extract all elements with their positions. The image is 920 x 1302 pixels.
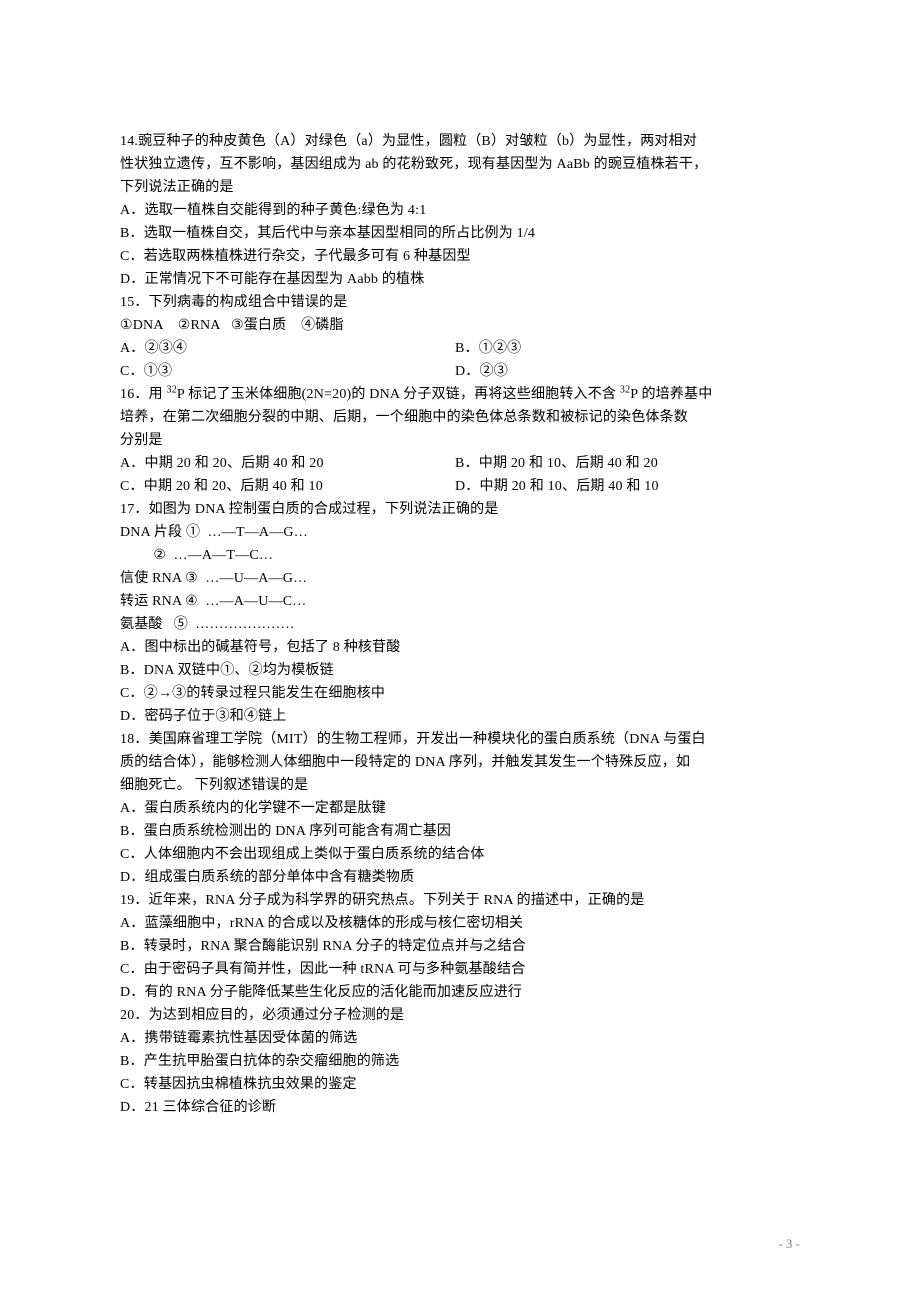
page-number: - 3 - (778, 1236, 800, 1252)
q14-option-d: D．正常情况下不可能存在基因型为 Aabb 的植株 (120, 268, 800, 291)
q16-row-ab: A．中期 20 和 20、后期 40 和 20 B．中期 20 和 10、后期 … (120, 452, 800, 475)
q19-option-b: B．转录时，RNA 聚合酶能识别 RNA 分子的特定位点并与之结合 (120, 935, 800, 958)
q14-stem-3: 下列说法正确的是 (120, 176, 800, 199)
q19-option-c: C．由于密码子具有简并性，因此一种 tRNA 可与多种氨基酸结合 (120, 958, 800, 981)
q17-stem: 17．如图为 DNA 控制蛋白质的合成过程，下列说法正确的是 (120, 498, 800, 521)
q20-option-b: B．产生抗甲胎蛋白抗体的杂交瘤细胞的筛选 (120, 1050, 800, 1073)
q14-option-b: B．选取一植株自交，其后代中与亲本基因型相同的所占比例为 1/4 (120, 222, 800, 245)
q18-option-c: C．人体细胞内不会出现组成上类似于蛋白质系统的结合体 (120, 843, 800, 866)
q16-option-d: D．中期 20 和 10、后期 40 和 10 (455, 475, 800, 498)
q18-stem-1: 18．美国麻省理工学院（MIT）的生物工程师，开发出一种模块化的蛋白质系统（DN… (120, 728, 800, 751)
q18-option-b: B．蛋白质系统检测出的 DNA 序列可能含有凋亡基因 (120, 820, 800, 843)
q15-option-a: A．②③④ (120, 337, 455, 360)
q17-option-b: B．DNA 双链中①、②均为模板链 (120, 659, 800, 682)
q18-option-d: D．组成蛋白质系统的部分单体中含有糖类物质 (120, 866, 800, 889)
q14-option-c: C．若选取两株植株进行杂交，子代最多可有 6 种基因型 (120, 245, 800, 268)
q15-option-d: D．②③ (455, 360, 800, 383)
q14-stem-1: 14.豌豆种子的种皮黄色（A）对绿色（a）为显性，圆粒（B）对皱粒（b）为显性，… (120, 130, 800, 153)
q20-option-d: D．21 三体综合征的诊断 (120, 1096, 800, 1119)
q19-option-d: D．有的 RNA 分子能降低某些生化反应的活化能而加速反应进行 (120, 981, 800, 1004)
q17-option-a: A．图中标出的碱基符号，包括了 8 种核苷酸 (120, 636, 800, 659)
q18-option-a: A．蛋白质系统内的化学键不一定都是肽键 (120, 797, 800, 820)
q17-diagram-2: ② …—A—T—C… (120, 544, 800, 567)
q17-option-c: C．②→③的转录过程只能发生在细胞核中 (120, 682, 800, 705)
q17-option-d: D．密码子位于③和④链上 (120, 705, 800, 728)
q16-row-cd: C．中期 20 和 20、后期 40 和 10 D．中期 20 和 10、后期 … (120, 475, 800, 498)
q18-stem-2: 质的结合体），能够检测人体细胞中一段特定的 DNA 序列，并触发其发生一个特殊反… (120, 751, 800, 774)
q16-stem-3: 分别是 (120, 429, 800, 452)
q16-option-b: B．中期 20 和 10、后期 40 和 20 (455, 452, 800, 475)
q15-stem: 15．下列病毒的构成组合中错误的是 (120, 291, 800, 314)
q17-diagram-1: DNA 片段 ① …—T—A—G… (120, 521, 800, 544)
q16-stem-2: 培养，在第二次细胞分裂的中期、后期，一个细胞中的染色体总条数和被标记的染色体条数 (120, 406, 800, 429)
q16-option-a: A．中期 20 和 20、后期 40 和 20 (120, 452, 455, 475)
q17-diagram-3: 信使 RNA ③ …—U—A—G… (120, 567, 800, 590)
q14-stem-2: 性状独立遗传，互不影响，基因组成为 ab 的花粉致死，现有基因型为 AaBb 的… (120, 153, 800, 176)
q15-row-ab: A．②③④ B．①②③ (120, 337, 800, 360)
q15-option-c: C．①③ (120, 360, 455, 383)
q15-option-b: B．①②③ (455, 337, 800, 360)
q20-option-a: A．携带链霉素抗性基因受体菌的筛选 (120, 1027, 800, 1050)
q16-stem-1: 16．用 32P 标记了玉米体细胞(2N=20)的 DNA 分子双链，再将这些细… (120, 383, 800, 406)
q15-items: ①DNA ②RNA ③蛋白质 ④磷脂 (120, 314, 800, 337)
q20-option-c: C．转基因抗虫棉植株抗虫效果的鉴定 (120, 1073, 800, 1096)
q17-diagram-4: 转运 RNA ④ …—A—U—C… (120, 590, 800, 613)
q18-stem-3: 细胞死亡。 下列叙述错误的是 (120, 774, 800, 797)
q19-stem: 19．近年来，RNA 分子成为科学界的研究热点。下列关于 RNA 的描述中，正确… (120, 889, 800, 912)
q17-diagram-5: 氨基酸 ⑤ ………………… (120, 613, 800, 636)
q15-row-cd: C．①③ D．②③ (120, 360, 800, 383)
q16-option-c: C．中期 20 和 20、后期 40 和 10 (120, 475, 455, 498)
q20-stem: 20．为达到相应目的，必须通过分子检测的是 (120, 1004, 800, 1027)
q19-option-a: A．蓝藻细胞中，rRNA 的合成以及核糖体的形成与核仁密切相关 (120, 912, 800, 935)
q14-option-a: A．选取一植株自交能得到的种子黄色:绿色为 4:1 (120, 199, 800, 222)
exam-page: 14.豌豆种子的种皮黄色（A）对绿色（a）为显性，圆粒（B）对皱粒（b）为显性，… (0, 0, 920, 1302)
